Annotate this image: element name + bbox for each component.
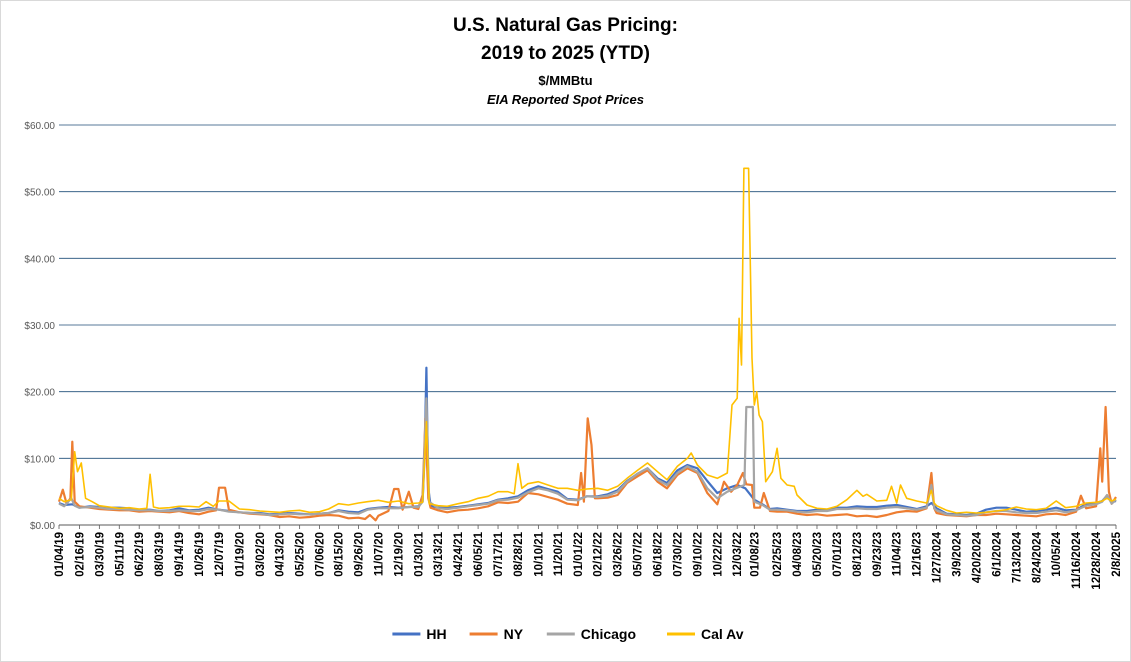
x-tick-label: 3/9/2024 bbox=[952, 531, 964, 576]
x-tick-label: 07/30/22 bbox=[672, 532, 684, 577]
x-tick-label: 04/08/23 bbox=[792, 532, 804, 577]
x-tick-label: 12/07/19 bbox=[214, 532, 226, 577]
x-tick-label: 02/16/19 bbox=[74, 532, 86, 577]
x-tick-label: 09/10/22 bbox=[692, 532, 704, 577]
x-tick-label: 02/12/22 bbox=[593, 532, 605, 577]
x-tick-label: 11/07/20 bbox=[373, 532, 385, 576]
x-tick-label: 03/13/21 bbox=[433, 531, 445, 576]
x-tick-label: 02/25/23 bbox=[772, 532, 784, 577]
x-tick-label: 8/24/2024 bbox=[1031, 531, 1043, 583]
x-tick-label: 10/26/19 bbox=[194, 532, 206, 577]
x-tick-label: 4/20/2024 bbox=[971, 531, 983, 583]
x-tick-label: 06/05/21 bbox=[473, 531, 485, 576]
x-tick-label: 09/14/19 bbox=[174, 532, 186, 577]
x-tick-label: 03/30/19 bbox=[94, 532, 106, 577]
series-line-ny bbox=[57, 405, 1117, 522]
x-tick-label: 12/19/20 bbox=[393, 532, 405, 577]
x-tick-label: 1/27/2024 bbox=[932, 531, 944, 583]
x-tick-label: 05/07/22 bbox=[633, 532, 645, 577]
x-tick-label: 01/01/22 bbox=[573, 532, 585, 577]
y-tick-label: $40.00 bbox=[24, 254, 55, 265]
x-tick-label: 01/04/19 bbox=[54, 532, 66, 577]
x-tick-label: 06/22/19 bbox=[134, 532, 146, 577]
x-tick-label: 03/02/20 bbox=[255, 532, 267, 577]
x-tick-label: 01/08/23 bbox=[749, 532, 761, 577]
x-tick-label: 01/30/21 bbox=[413, 531, 425, 576]
chart-subtitle-source: EIA Reported Spot Prices bbox=[487, 92, 644, 107]
x-tick-label: 11/04/23 bbox=[892, 532, 904, 576]
y-tick-label: $0.00 bbox=[30, 521, 55, 532]
x-tick-label: 08/28/21 bbox=[513, 531, 525, 576]
x-tick-label: 12/16/23 bbox=[912, 532, 924, 577]
x-tick-label: 10/22/22 bbox=[712, 532, 724, 577]
x-tick-label: 10/05/24 bbox=[1051, 531, 1063, 576]
x-tick-label: 12/28/2024 bbox=[1091, 531, 1103, 589]
legend-label: Chicago bbox=[581, 626, 636, 642]
x-tick-label: 11/16/2024 bbox=[1071, 531, 1083, 589]
y-tick-label: $60.00 bbox=[24, 121, 55, 132]
x-tick-label: 6/1/2024 bbox=[991, 531, 1003, 576]
x-tick-label: 2/8/2025 bbox=[1111, 531, 1123, 576]
series-line-chicago bbox=[58, 397, 1117, 517]
legend-label: HH bbox=[426, 626, 446, 642]
x-tick-label: 03/26/22 bbox=[613, 532, 625, 577]
x-tick-label: 05/20/23 bbox=[812, 532, 824, 577]
x-tick-label: 09/26/20 bbox=[353, 532, 365, 577]
x-tick-label: 05/11/19 bbox=[114, 532, 126, 576]
y-tick-label: $30.00 bbox=[24, 321, 55, 332]
x-tick-label: 05/25/20 bbox=[295, 532, 307, 577]
y-tick-label: $50.00 bbox=[24, 188, 55, 199]
x-tick-label: 7/13/2024 bbox=[1011, 531, 1023, 583]
x-tick-label: 08/15/20 bbox=[334, 532, 346, 577]
chart-title-line2: 2019 to 2025 (YTD) bbox=[481, 43, 650, 64]
x-tick-label: 04/13/20 bbox=[275, 532, 287, 577]
x-tick-label: 11/20/21 bbox=[553, 531, 565, 576]
x-tick-label: 08/03/19 bbox=[154, 532, 166, 577]
chart-subtitle-units: $/MMBtu bbox=[538, 73, 593, 88]
x-tick-label: 04/24/21 bbox=[453, 531, 465, 576]
y-tick-label: $20.00 bbox=[24, 388, 55, 399]
x-tick-label: 07/17/21 bbox=[493, 531, 505, 576]
x-tick-label: 06/18/22 bbox=[653, 532, 665, 577]
x-tick-label: 08/12/23 bbox=[852, 532, 864, 577]
x-tick-label: 01/19/20 bbox=[234, 532, 246, 577]
legend-label: NY bbox=[504, 626, 524, 642]
x-tick-label: 07/01/23 bbox=[832, 532, 844, 577]
series-line-cal-av bbox=[58, 167, 1117, 514]
x-tick-label: 09/23/23 bbox=[872, 532, 884, 577]
chart-title-line1: U.S. Natural Gas Pricing: bbox=[453, 15, 678, 36]
x-tick-label: 10/10/21 bbox=[533, 531, 545, 576]
y-tick-label: $10.00 bbox=[24, 454, 55, 465]
x-tick-label: 07/06/20 bbox=[315, 532, 327, 577]
legend-label: Cal Av bbox=[701, 626, 744, 642]
x-tick-label: 12/03/22 bbox=[732, 532, 744, 577]
